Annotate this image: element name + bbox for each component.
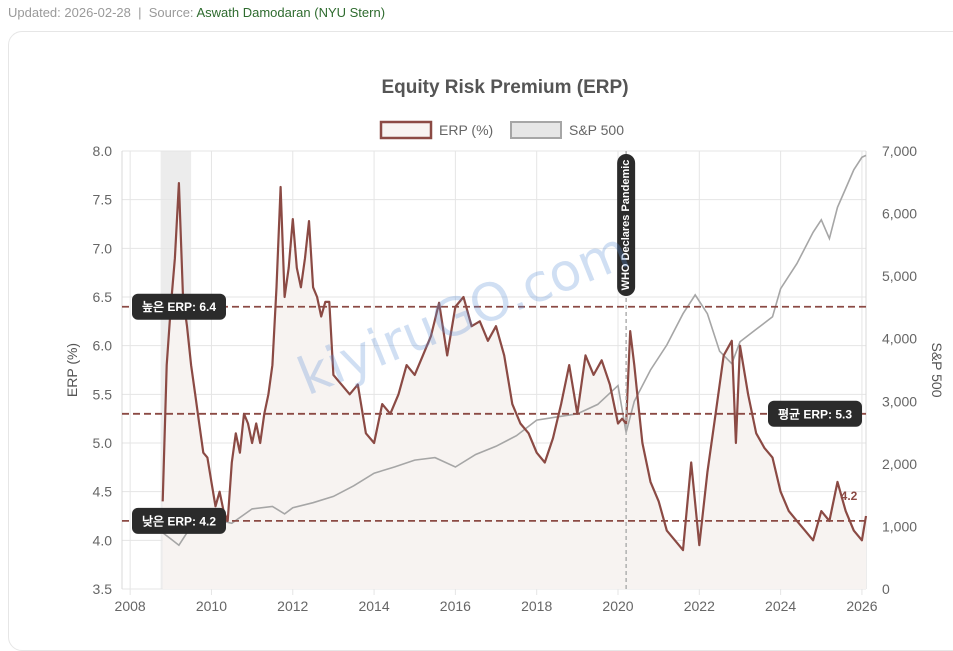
source-link[interactable]: Aswath Damodaran (NYU Stern) (196, 5, 386, 20)
reference-label: 높은 ERP: 6.4 (132, 293, 226, 320)
x-tick-label: 2010 (196, 598, 227, 614)
y-tick-label: 4.5 (93, 484, 113, 500)
x-tick-label: 2018 (521, 598, 552, 614)
y-tick-label: 6.5 (93, 289, 113, 305)
pandemic-label: WHO Declares Pandemic (617, 154, 636, 296)
reference-label: 평균 ERP: 5.3 (768, 400, 862, 427)
legend-label-sp500: S&P 500 (569, 122, 624, 138)
y-tick-label: 5.0 (93, 435, 113, 451)
reference-label-bg (768, 400, 862, 427)
x-tick-label: 2026 (846, 598, 877, 614)
legend-swatch-sp500 (510, 121, 562, 139)
x-tick-label: 2016 (440, 598, 471, 614)
reference-label-bg (132, 293, 226, 320)
pandemic-label-text: WHO Declares Pandemic (620, 160, 632, 291)
x-tick-label: 2008 (115, 598, 146, 614)
y-tick-label: 7.5 (93, 192, 113, 208)
y2-tick-label: 1,000 (882, 518, 917, 534)
legend-swatch-erp (379, 120, 433, 140)
x-tick-label: 2020 (602, 598, 633, 614)
y2-tick-label: 3,000 (882, 393, 917, 409)
y-tick-label: 7.0 (93, 240, 113, 256)
erp-chart: Equity Risk Premium (ERP) ERP (%) S&P 500 3… (64, 77, 945, 614)
x-tick-label: 2014 (358, 598, 389, 614)
y2-axis-title: S&P 500 (929, 342, 945, 397)
y2-tick-label: 0 (882, 581, 890, 597)
y-axis-title: ERP (%) (64, 343, 80, 397)
y2-tick-label: 7,000 (882, 143, 917, 159)
erp-line (161, 182, 868, 552)
x-tick-label: 2012 (277, 598, 308, 614)
y-tick-label: 5.5 (93, 386, 113, 402)
y2-tick-label: 6,000 (882, 206, 917, 222)
y-tick-label: 4.0 (93, 532, 113, 548)
header-separator: | (138, 5, 142, 20)
sp500-line (162, 154, 867, 547)
chart-title: Equity Risk Premium (ERP) (381, 77, 628, 98)
pandemic-label-bg (617, 154, 636, 296)
reference-label: 낮은 ERP: 4.2 (132, 507, 226, 534)
x-tick-label: 2024 (765, 598, 796, 614)
erp-area (162, 183, 866, 589)
page-header: Updated: 2026-02-28 | Source: Aswath Dam… (8, 5, 385, 20)
y-tick-label: 6.0 (93, 338, 113, 354)
reference-label-bg (132, 507, 226, 534)
source-label: Source: (148, 5, 194, 20)
y2-tick-label: 4,000 (882, 331, 917, 347)
reference-label-text: 평균 ERP: 5.3 (778, 407, 852, 421)
y2-tick-label: 5,000 (882, 268, 917, 284)
reference-label-text: 높은 ERP: 6.4 (142, 300, 216, 314)
x-tick-label: 2022 (684, 598, 715, 614)
legend-label-erp: ERP (%) (439, 122, 493, 138)
y-tick-label: 8.0 (93, 143, 113, 159)
legend: ERP (%) S&P 500 (379, 120, 624, 140)
y-tick-label: 3.5 (93, 581, 113, 597)
updated-date: Updated: 2026-02-28 (8, 5, 131, 20)
y2-tick-label: 2,000 (882, 456, 917, 472)
last-value-label: 4.2 (841, 489, 858, 503)
reference-label-text: 낮은 ERP: 4.2 (142, 513, 216, 528)
